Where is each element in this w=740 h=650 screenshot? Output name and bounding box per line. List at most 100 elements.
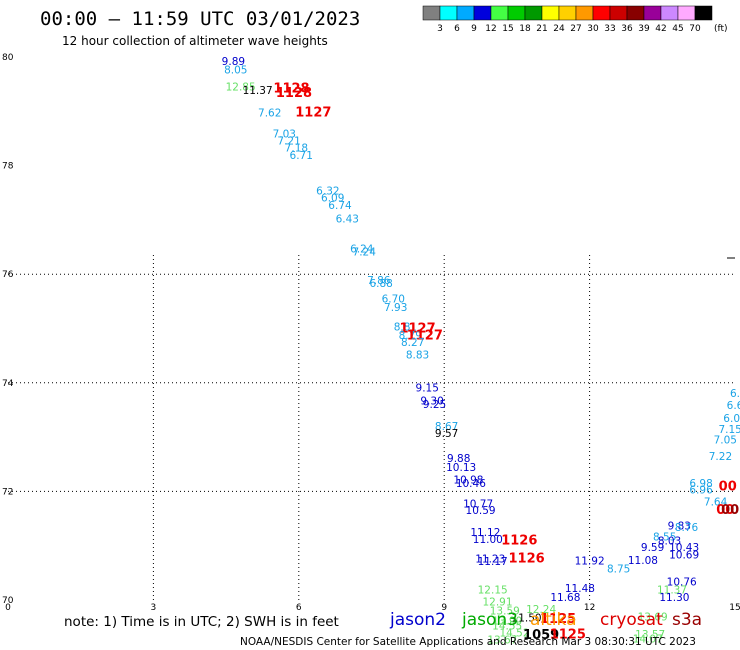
wave-height-label: 9.88 [447,453,470,465]
wave-height-label: 7.18 [285,142,308,154]
legend-swatch [694,5,713,21]
satellite-jason3: jason3 [461,610,518,630]
wave-height-label: 8.76 [675,522,699,534]
axis-ticks: 0 3 6 9 12 15 70 72 74 76 78 80 [2,53,740,613]
legend-swatch [660,5,679,21]
legend-swatch [677,5,696,21]
pass-id-label: 1126 [508,552,544,567]
legend-unit: (ft) [714,24,728,34]
pass-id-label: 1125 [550,628,586,643]
wave-height-label: 10.76 [667,576,697,588]
legend-label: 39 [638,24,650,34]
wave-height-label: 13.90 [492,615,522,627]
pass-id-label: 00 [721,503,739,518]
wave-height-label: 10.98 [453,474,483,486]
legend-swatch [609,5,628,21]
wave-height-label: 6.07 [723,413,740,425]
wave-height-label: 6.71 [290,150,313,162]
wave-height-label: 11.00 [473,534,503,546]
y-tick-label: 76 [2,270,14,280]
legend-swatch [439,5,458,21]
legend-swatch [592,5,611,21]
wave-height-label: 8.03 [658,536,681,548]
satellite-jason2: jason2 [389,610,446,630]
wave-height-label: 7.62 [258,108,281,120]
wave-height-label: 8.67 [435,421,458,433]
wave-height-label: 6.43 [336,214,359,226]
footer-note: note: 1) Time is in UTC; 2) SWH is in fe… [64,614,339,630]
wave-height-label: 12.24 [526,604,556,616]
wave-height-label: 6.88 [369,278,392,290]
pass-id-label: 1125 [540,612,576,627]
legend-label: 27 [570,24,581,34]
y-tick-label: 78 [2,162,14,172]
legend-swatch [643,5,662,21]
legend-label: 42 [655,24,666,34]
wave-height-label: 8.81 [394,322,417,334]
chart-subtitle: 12 hour collection of altimeter wave hei… [62,34,328,48]
wave-height-label: 6.24 [350,243,374,255]
wave-height-label: 6.70 [382,293,405,305]
wave-height-label: 7.21 [277,135,300,147]
wave-height-label: 10.43 [669,542,699,554]
legend-swatch [490,5,509,21]
wave-height-label: 11.17 [478,556,508,568]
wave-height-label: 12.91 [482,596,512,608]
wave-height-label: 6.98 [689,478,712,490]
chart-title: 00:00 – 11:59 UTC 03/01/2023 [40,8,360,30]
wave-height-label: 7.93 [384,302,407,314]
pass-id-label: 1128 [276,86,312,101]
legend-label: 15 [502,24,513,34]
wave-height-label: 12.85 [226,82,256,94]
satellite-cryosat: cryosat [600,610,663,630]
wave-height-label: 8.27 [401,337,424,349]
pass-id-label: 1127 [399,321,435,336]
legend-swatch [507,5,526,21]
wave-height-label: 11.23 [475,554,505,566]
wave-height-label: 10.59 [466,505,496,517]
legend-swatch [524,5,543,21]
footer-credit: NOAA/NESDIS Center for Satellite Applica… [240,636,696,648]
satellite-altika: altika [530,610,577,630]
wave-height-label: 11.92 [575,556,605,568]
pass-id-label: 1126 [501,534,537,549]
y-tick-label: 72 [2,487,13,497]
legend-label: 33 [604,24,615,34]
wave-height-label: 11.37 [243,85,273,97]
legend-swatch [456,5,475,21]
wave-height-label: 11.12 [470,527,500,539]
legend-swatch [422,5,441,21]
wave-height-label: 7.24 [353,247,377,259]
wave-height-label: 10.77 [463,499,493,511]
pass-id-label: 1059 [523,628,559,643]
wave-height-label: 6.74 [328,200,352,212]
wave-height-label: 6.32 [316,185,339,197]
wave-height-label: 11.68 [550,592,580,604]
wave-height-label: 7.05 [714,435,737,447]
wave-height-label: 9.15 [416,382,439,394]
wave-height-label: 11.50 [512,613,542,625]
x-tick-label: 9 [441,603,447,613]
legend-label: 6 [454,24,460,34]
wave-height-label: 8.75 [607,563,630,575]
wave-height-label: 7.15 [718,424,740,436]
pass-id-label: 1127 [295,106,331,121]
pass-id-label: 00 [719,479,737,494]
wave-height-label: 13.57 [635,629,665,641]
legend-swatch [575,5,594,21]
legend-label: 3 [437,24,443,34]
wave-height-label: 8.55 [653,531,676,543]
legend-swatch [558,5,577,21]
wave-height-label: 6.6 [727,400,740,412]
x-tick-label: 15 [729,603,740,613]
grid-lines [8,255,735,600]
legend-label: 18 [519,24,531,34]
satellite-s3a: s3a [672,610,702,630]
legend-label: 45 [672,24,683,34]
y-tick-label: 74 [2,379,14,389]
wave-height-label: 8.05 [224,64,247,76]
wave-height-label: 9.89 [222,56,245,68]
